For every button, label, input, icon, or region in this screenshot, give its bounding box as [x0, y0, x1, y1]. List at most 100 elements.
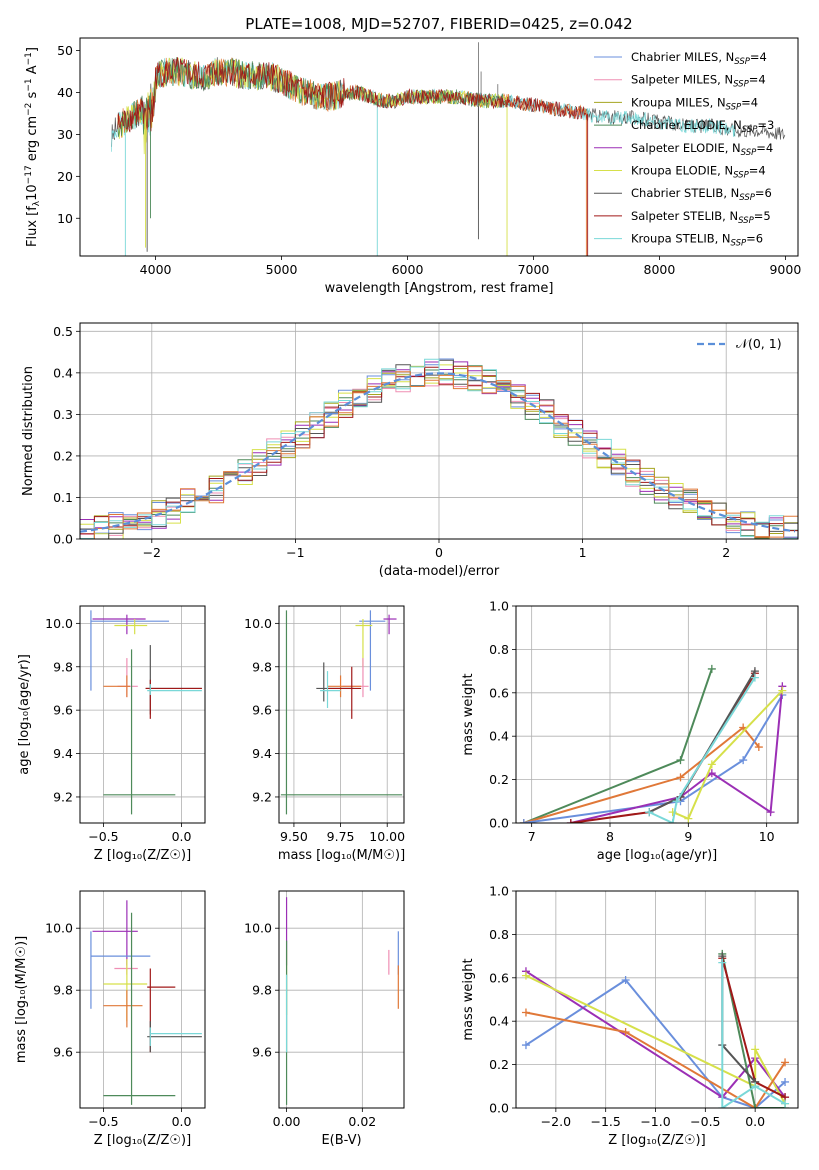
- axes-frame: [79, 37, 799, 257]
- legend-label: 𝒩(0, 1): [736, 336, 782, 351]
- y-label-part: λ: [32, 200, 42, 206]
- y-tick-label: 9.6: [252, 703, 272, 718]
- x-tick-label: 8000: [644, 262, 676, 277]
- errorbar-points: [285, 897, 399, 1105]
- y-tick-label: 0.4: [489, 1014, 509, 1029]
- x-tick-label: −2: [143, 545, 161, 560]
- weight-point-marker: [645, 808, 654, 817]
- spectrum-plot: 4000 5000 6000 7000 8000 9000 10 20 30 40 50 wavele…: [24, 37, 801, 296]
- weight-series-line: [721, 953, 785, 1108]
- legend-suffix: =4: [749, 164, 766, 178]
- weight-point-marker: [672, 797, 681, 806]
- legend-subscript: SSP: [733, 171, 749, 181]
- y-tick-label: 0.6: [489, 685, 509, 700]
- y-tick-label: 0.8: [489, 927, 509, 942]
- y-tick-label: 30: [57, 127, 73, 142]
- y-label-part: s: [25, 91, 40, 102]
- y-axis-label: age [log₁₀(age/yr)]: [17, 654, 32, 775]
- legend-subscript: SSP: [733, 80, 749, 90]
- weight-series-line: [523, 694, 784, 823]
- y-label-part: −1: [24, 78, 34, 91]
- histogram-series: [80, 366, 798, 539]
- axes-frame: [278, 890, 405, 1109]
- y-tick-label: 9.6: [53, 1045, 73, 1060]
- y-tick-label: 0.8: [489, 642, 509, 657]
- legend-prefix: Chabrier MILES, N: [631, 50, 734, 64]
- y-tick-label: 0.5: [53, 324, 73, 339]
- weight-point-marker: [751, 1045, 760, 1054]
- y-tick-label: 9.8: [252, 659, 272, 674]
- y-axis-label: Flux [fλ10−17 erg cm−2 s−1 A−1]: [24, 47, 42, 247]
- x-tick-label: 7000: [518, 262, 550, 277]
- legend-suffix: =6: [755, 186, 772, 200]
- x-axis-label: Z [log₁₀(Z/Z☉)]: [94, 1133, 191, 1148]
- y-label-part: Flux [f: [25, 206, 40, 247]
- y-tick-label: 9.8: [53, 983, 73, 998]
- weight-point-marker: [668, 819, 677, 823]
- y-tick-label: 0.4: [53, 365, 73, 380]
- x-tick-label: 0.0: [172, 1114, 192, 1129]
- weight-point-marker: [676, 773, 685, 782]
- x-tick-label: −1: [286, 545, 304, 560]
- x-tick-label: 9: [684, 829, 692, 844]
- errorbar-points: [90, 900, 202, 1105]
- weight-lines: [521, 949, 790, 1108]
- y-tick-label: 9.4: [252, 746, 272, 761]
- weight-point-marker: [718, 958, 727, 967]
- legend-label: Kroupa MILES, NSSP=4: [631, 95, 758, 112]
- spectrum-title: PLATE=1008, MJD=52707, FIBERID=0425, z=0…: [245, 15, 632, 33]
- x-tick-label: 0.02: [348, 1114, 376, 1129]
- y-tick-label: 0.1: [53, 490, 73, 505]
- weight-point-marker: [676, 756, 685, 765]
- legend-subscript: SSP: [738, 216, 754, 226]
- legend-prefix: Salpeter ELODIE, N: [631, 141, 741, 155]
- age-vs-metallicity-plot: −0.5 0.0 9.2 9.4 9.6 9.8 10.0 Z [log₁₀(Z/Z☉)] ag…: [17, 605, 206, 863]
- weight-point-marker: [754, 743, 763, 752]
- legend-suffix: =3: [757, 118, 774, 132]
- weight-point-marker: [751, 1082, 760, 1091]
- weight-point-marker: [781, 1058, 790, 1067]
- x-tick-label: −0.5: [690, 1114, 720, 1129]
- x-tick-label: 9.75: [327, 829, 355, 844]
- weight-series-line: [672, 689, 784, 821]
- x-tick-label: −0.5: [88, 1114, 118, 1129]
- legend-subscript: SSP: [739, 193, 755, 203]
- weight-point-marker: [739, 756, 748, 765]
- legend-label: Chabrier ELODIE, NSSP=3: [631, 118, 774, 135]
- x-tick-label: 9000: [769, 262, 801, 277]
- residuals-histogram: −2 −1 0 1 2 0.0 0.1 0.2 0.3 0.4 0.5 (data-model)/er…: [21, 322, 799, 579]
- axes-frame: [278, 605, 405, 824]
- legend-suffix: =4: [741, 95, 758, 109]
- legend-prefix: Chabrier ELODIE, N: [631, 118, 742, 132]
- legend-label: Chabrier STELIB, NSSP=6: [631, 186, 772, 203]
- weight-point-marker: [521, 1041, 530, 1050]
- weight-point-marker: [707, 664, 716, 673]
- weight-point-marker: [621, 1028, 630, 1037]
- weight-point-marker: [718, 1104, 727, 1108]
- weight-point-marker: [521, 1008, 530, 1017]
- y-tick-label: 0.6: [489, 970, 509, 985]
- x-axis-label: (data-model)/error: [379, 564, 500, 579]
- x-tick-label: −0.5: [88, 829, 118, 844]
- y-tick-label: 9.2: [252, 789, 272, 804]
- legend-suffix: =5: [754, 209, 771, 223]
- spectrum-series-line: [117, 57, 588, 133]
- y-tick-label: 9.4: [53, 746, 73, 761]
- y-tick-label: 9.2: [53, 789, 73, 804]
- legend-label: Kroupa ELODIE, NSSP=4: [631, 164, 766, 181]
- legend-prefix: Kroupa STELIB, N: [631, 232, 731, 246]
- weight-point-marker: [781, 1099, 790, 1108]
- y-label-part: −1: [24, 52, 34, 65]
- x-axis-label: wavelength [Angstrom, rest frame]: [325, 281, 554, 296]
- spectrum-lines: [111, 42, 786, 256]
- legend-label: Chabrier MILES, NSSP=4: [631, 50, 767, 67]
- weight-series-line: [648, 677, 756, 823]
- weight-point-marker: [519, 819, 528, 823]
- weight-point-marker: [684, 814, 693, 823]
- y-label-part: −2: [24, 103, 34, 116]
- x-tick-label: 5000: [266, 262, 298, 277]
- axes-frame: [515, 605, 799, 824]
- x-tick-label: 6000: [392, 262, 424, 277]
- legend-suffix: =4: [750, 50, 767, 64]
